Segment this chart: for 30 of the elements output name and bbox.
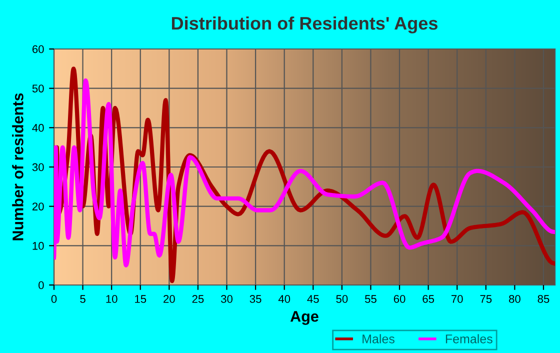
x-tick-label: 85 <box>538 295 550 303</box>
x-tick-label: 10 <box>106 295 118 303</box>
y-axis-title: Number of residents <box>12 93 24 240</box>
x-tick-label: 35 <box>250 295 262 303</box>
x-tick-label: 75 <box>480 295 492 303</box>
x-tick-label: 65 <box>422 295 434 303</box>
y-tick-label: 60 <box>32 45 44 54</box>
chart-title: Distribution of Residents' Ages <box>172 16 438 34</box>
x-tick-label: 25 <box>192 295 204 303</box>
x-tick-label: 45 <box>307 295 319 303</box>
y-tick-label: 30 <box>32 163 44 172</box>
y-tick-label: 40 <box>32 124 44 132</box>
y-tick-label: 20 <box>32 202 44 210</box>
y-tick-label: 10 <box>32 242 44 250</box>
y-tick-label: 0 <box>38 281 44 290</box>
x-tick-label: 5 <box>80 295 86 303</box>
x-tick-label: 40 <box>278 295 290 303</box>
x-tick-label: 15 <box>135 295 146 303</box>
x-tick-label: 20 <box>164 295 175 303</box>
x-tick-label: 50 <box>336 295 348 303</box>
x-tick-label: 0 <box>51 295 57 303</box>
x-tick-label: 80 <box>508 295 520 303</box>
x-tick-label: 60 <box>394 295 406 303</box>
x-axis-title: Age <box>290 311 318 325</box>
legend-label: Males <box>362 334 394 344</box>
x-tick-label: 70 <box>451 295 463 303</box>
y-tick-label: 50 <box>32 84 44 92</box>
x-tick-label: 55 <box>364 295 376 303</box>
x-tick-label: 30 <box>221 295 233 303</box>
legend-label: Females <box>446 334 492 344</box>
